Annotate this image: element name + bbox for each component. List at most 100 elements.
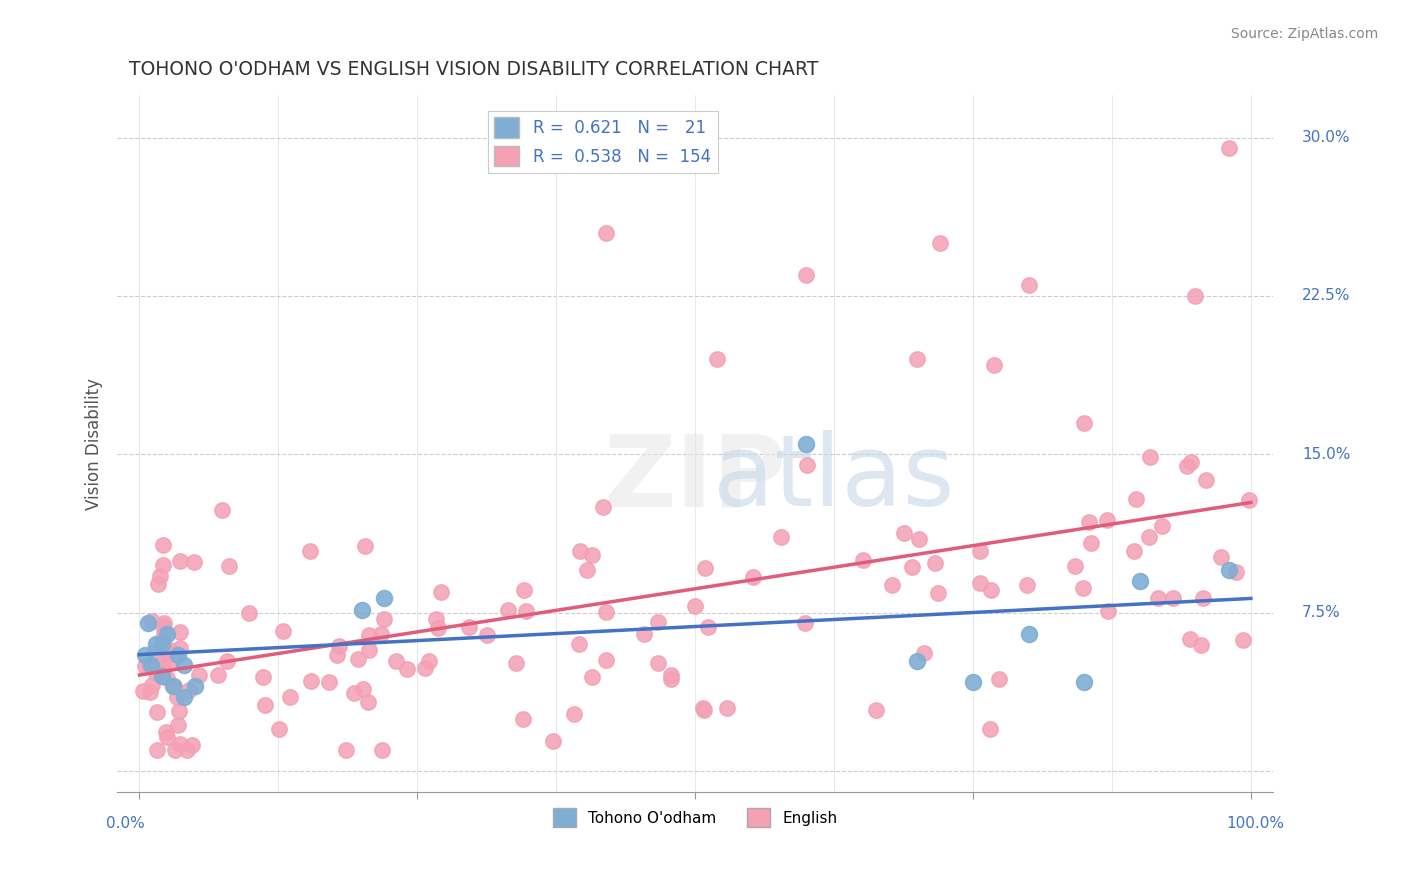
Point (505, 656, 527, 670)
Point (269, 723, 291, 737)
Point (141, 614, 163, 628)
Point (1232, 633, 1254, 648)
Point (1225, 565, 1247, 579)
Point (477, 628, 499, 642)
Point (581, 548, 603, 562)
Point (343, 686, 366, 700)
Point (1209, 550, 1232, 565)
Point (692, 700, 714, 714)
Point (1192, 591, 1215, 606)
Point (138, 657, 160, 672)
Point (659, 672, 682, 686)
Point (852, 553, 875, 567)
Text: TOHONO O'ODHAM VS ENGLISH VISION DISABILITY CORRELATION CHART: TOHONO O'ODHAM VS ENGLISH VISION DISABIL… (129, 60, 818, 78)
Point (969, 544, 991, 558)
Point (238, 606, 260, 620)
Point (696, 619, 718, 633)
Point (163, 743, 186, 757)
Text: ZIP: ZIP (603, 430, 786, 527)
Point (271, 624, 294, 638)
Text: 22.5%: 22.5% (1302, 288, 1350, 303)
Point (893, 526, 915, 541)
Point (136, 616, 159, 631)
Point (373, 591, 395, 605)
Point (350, 603, 373, 617)
Point (138, 685, 160, 699)
Point (318, 674, 340, 689)
Point (569, 543, 592, 558)
Point (595, 606, 617, 620)
Point (770, 530, 793, 544)
Point (927, 586, 949, 600)
Point (928, 236, 950, 251)
Point (148, 576, 170, 591)
Point (988, 672, 1011, 686)
Point (176, 743, 198, 757)
Point (166, 690, 188, 704)
Point (1218, 141, 1240, 155)
Point (134, 648, 156, 662)
Point (1018, 626, 1040, 640)
Point (983, 358, 1005, 372)
Point (152, 538, 174, 552)
Point (794, 268, 817, 282)
Point (457, 620, 479, 634)
Point (907, 654, 929, 668)
Point (515, 604, 537, 618)
Point (385, 654, 408, 668)
Point (177, 682, 200, 697)
Point (693, 561, 716, 575)
Point (1189, 639, 1212, 653)
Point (162, 680, 184, 694)
Point (980, 582, 1002, 597)
Point (167, 718, 190, 732)
Point (352, 681, 374, 696)
Point (207, 667, 229, 681)
Point (564, 707, 586, 722)
Point (169, 625, 191, 640)
Point (217, 654, 239, 668)
Point (513, 582, 536, 597)
Point (716, 701, 738, 715)
Point (595, 226, 617, 240)
Point (1080, 536, 1102, 550)
Point (145, 665, 167, 680)
Point (592, 500, 614, 514)
Point (1064, 559, 1087, 574)
Point (541, 734, 564, 748)
Point (359, 642, 381, 657)
Point (1095, 513, 1118, 527)
Point (1195, 473, 1218, 487)
Point (150, 634, 173, 648)
Point (865, 703, 887, 717)
Point (156, 626, 179, 640)
Point (188, 668, 211, 682)
Point (1097, 603, 1119, 617)
Point (152, 661, 174, 675)
Point (633, 627, 655, 641)
Point (169, 704, 191, 718)
Point (430, 584, 453, 599)
Point (157, 646, 180, 660)
Point (1015, 578, 1038, 592)
Point (1161, 591, 1184, 605)
Point (496, 603, 519, 617)
Point (218, 559, 240, 574)
Text: 7.5%: 7.5% (1302, 605, 1341, 620)
Point (683, 599, 706, 613)
Point (595, 653, 617, 667)
Point (427, 621, 450, 635)
Point (167, 648, 190, 662)
Point (173, 690, 195, 704)
Point (180, 738, 202, 752)
Point (908, 533, 931, 547)
Point (162, 653, 184, 667)
Point (1073, 416, 1095, 430)
Point (150, 657, 173, 672)
Point (1237, 493, 1260, 508)
Point (413, 661, 436, 675)
Point (371, 743, 394, 757)
Point (150, 669, 173, 683)
Point (152, 616, 174, 631)
Point (1180, 455, 1202, 469)
